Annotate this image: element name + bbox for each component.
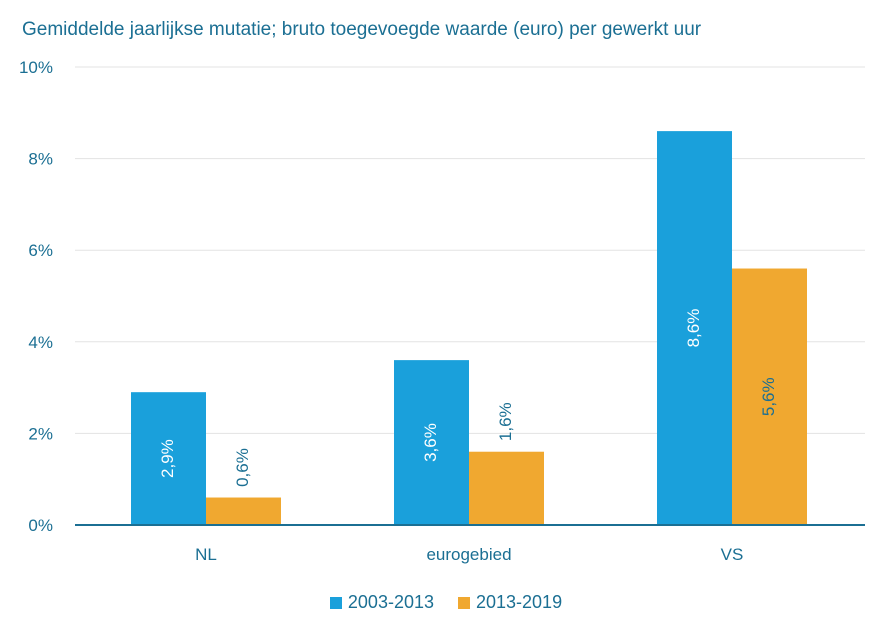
y-tick-label: 8%	[28, 150, 53, 169]
legend-item: 2013-2019	[458, 592, 562, 613]
category-label: NL	[195, 545, 217, 564]
bar-2003-2013-NL	[131, 392, 206, 525]
legend-swatch	[329, 596, 342, 609]
data-label: 2,9%	[158, 439, 177, 478]
data-label: 3,6%	[421, 423, 440, 462]
legend-label: 2013-2019	[476, 592, 563, 612]
y-axis-tick-labels: 0% 2% 4% 6% 8% 10%	[19, 58, 53, 535]
x-axis-category-labels: NL eurogebied VS	[195, 545, 743, 564]
bar-2013-2019-VS	[732, 268, 807, 525]
legend-item: 2003-2013	[329, 592, 434, 613]
bar-chart: 0% 2% 4% 6% 8% 10% 2,9% 3,6% 8,6% 0,6% 1,6% 5,6% N…	[19, 58, 865, 564]
category-label: VS	[721, 545, 744, 564]
data-label: 8,6%	[684, 309, 703, 348]
bars	[131, 131, 807, 525]
y-tick-label: 2%	[28, 424, 53, 443]
legend-swatch	[458, 596, 470, 609]
bar-2003-2013-VS	[657, 131, 732, 525]
y-tick-label: 6%	[28, 241, 53, 260]
y-tick-label: 0%	[28, 516, 53, 535]
data-label: 1,6%	[496, 402, 515, 441]
bar-2013-2019-eurogebied	[469, 451, 544, 525]
bar-2003-2013-eurogebied	[394, 360, 469, 525]
y-tick-label: 10%	[19, 58, 53, 77]
legend-label: 2003-2013	[347, 592, 434, 612]
data-labels: 2,9% 3,6% 8,6% 0,6% 1,6% 5,6%	[158, 309, 778, 487]
chart-title: Gemiddelde jaarlijkse mutatie; bruto toe…	[22, 19, 702, 40]
bar-2013-2019-NL	[206, 497, 281, 525]
data-label: 0,6%	[233, 448, 252, 487]
legend: 2003-2013 2013-2019	[0, 592, 892, 613]
category-label: eurogebied	[426, 545, 511, 564]
data-label: 5,6%	[759, 377, 778, 416]
y-tick-label: 4%	[28, 333, 53, 352]
